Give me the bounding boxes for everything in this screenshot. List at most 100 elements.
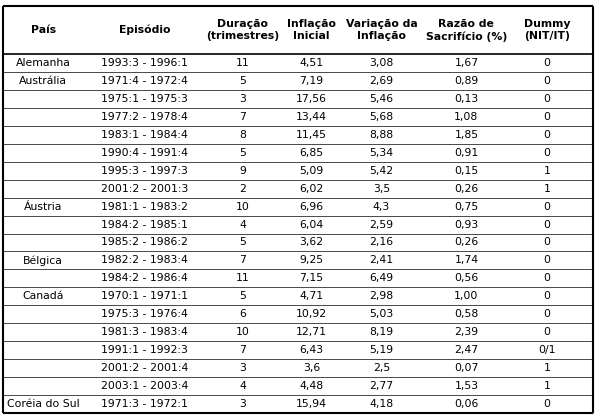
- Text: 0,15: 0,15: [454, 166, 479, 176]
- Text: 1971:3 - 1972:1: 1971:3 - 1972:1: [101, 399, 188, 409]
- Text: 0,58: 0,58: [454, 309, 479, 319]
- Text: 1,85: 1,85: [454, 130, 479, 140]
- Text: 5: 5: [240, 291, 246, 301]
- Text: 15,94: 15,94: [296, 399, 327, 409]
- Text: 1975:3 - 1976:4: 1975:3 - 1976:4: [101, 309, 188, 319]
- Text: 17,56: 17,56: [296, 94, 327, 104]
- Text: 6: 6: [240, 309, 246, 319]
- Text: 3: 3: [240, 399, 246, 409]
- Text: 12,71: 12,71: [296, 327, 327, 337]
- Text: 2,77: 2,77: [370, 381, 393, 391]
- Text: 8,88: 8,88: [370, 130, 393, 140]
- Text: 1981:3 - 1983:4: 1981:3 - 1983:4: [101, 327, 188, 337]
- Text: 2,98: 2,98: [370, 291, 393, 301]
- Text: 1,08: 1,08: [454, 112, 479, 122]
- Text: 11,45: 11,45: [296, 130, 327, 140]
- Text: 5,34: 5,34: [370, 148, 393, 158]
- Text: Inflação
Inicial: Inflação Inicial: [287, 19, 336, 41]
- Text: 0: 0: [544, 291, 550, 301]
- Text: 1,53: 1,53: [454, 381, 479, 391]
- Text: 3,08: 3,08: [370, 58, 393, 68]
- Text: 1: 1: [544, 184, 550, 193]
- Text: 8: 8: [240, 130, 246, 140]
- Text: 1,67: 1,67: [454, 58, 479, 68]
- Text: 1982:2 - 1983:4: 1982:2 - 1983:4: [101, 256, 188, 265]
- Text: 0,13: 0,13: [454, 94, 479, 104]
- Text: 2,16: 2,16: [370, 238, 393, 247]
- Text: 1993:3 - 1996:1: 1993:3 - 1996:1: [101, 58, 188, 68]
- Text: 1: 1: [544, 363, 550, 373]
- Text: 6,02: 6,02: [299, 184, 324, 193]
- Text: Austrália: Austrália: [19, 76, 67, 86]
- Text: 1975:1 - 1975:3: 1975:1 - 1975:3: [101, 94, 188, 104]
- Text: 4: 4: [240, 220, 246, 229]
- Text: 0: 0: [544, 309, 550, 319]
- Text: 2,39: 2,39: [454, 327, 479, 337]
- Text: 5: 5: [240, 76, 246, 86]
- Text: 1984:2 - 1985:1: 1984:2 - 1985:1: [101, 220, 188, 229]
- Text: 5,19: 5,19: [370, 345, 393, 355]
- Text: 0: 0: [544, 130, 550, 140]
- Text: 3,5: 3,5: [373, 184, 390, 193]
- Text: Variação da
Inflação: Variação da Inflação: [346, 19, 417, 41]
- Text: 0,07: 0,07: [454, 363, 479, 373]
- Text: 7: 7: [240, 112, 246, 122]
- Text: 0,91: 0,91: [454, 148, 479, 158]
- Text: 0: 0: [544, 327, 550, 337]
- Text: 7,15: 7,15: [299, 274, 324, 283]
- Text: 0,06: 0,06: [454, 399, 479, 409]
- Text: 13,44: 13,44: [296, 112, 327, 122]
- Text: 3,62: 3,62: [299, 238, 324, 247]
- Text: 1985:2 - 1986:2: 1985:2 - 1986:2: [101, 238, 188, 247]
- Text: 8,19: 8,19: [370, 327, 393, 337]
- Text: 1,74: 1,74: [454, 256, 479, 265]
- Text: Canadá: Canadá: [23, 291, 64, 301]
- Text: 10: 10: [236, 327, 250, 337]
- Text: 0,56: 0,56: [454, 274, 479, 283]
- Text: 4,48: 4,48: [299, 381, 324, 391]
- Text: 9: 9: [240, 166, 246, 176]
- Text: 7: 7: [240, 256, 246, 265]
- Text: 1971:4 - 1972:4: 1971:4 - 1972:4: [101, 76, 188, 86]
- Text: 3: 3: [240, 363, 246, 373]
- Text: 1,00: 1,00: [454, 291, 479, 301]
- Text: 4,3: 4,3: [373, 202, 390, 211]
- Text: 0: 0: [544, 238, 550, 247]
- Text: 0: 0: [544, 220, 550, 229]
- Text: 5,46: 5,46: [370, 94, 393, 104]
- Text: 1991:1 - 1992:3: 1991:1 - 1992:3: [101, 345, 188, 355]
- Text: 2,59: 2,59: [370, 220, 393, 229]
- Text: 0: 0: [544, 256, 550, 265]
- Text: 4: 4: [240, 381, 246, 391]
- Text: 1: 1: [544, 166, 550, 176]
- Text: 0,89: 0,89: [454, 76, 479, 86]
- Text: 10: 10: [236, 202, 250, 211]
- Text: 9,25: 9,25: [299, 256, 324, 265]
- Text: 2001:2 - 2001:3: 2001:2 - 2001:3: [101, 184, 188, 193]
- Text: 0: 0: [544, 202, 550, 211]
- Text: 0: 0: [544, 399, 550, 409]
- Text: 5: 5: [240, 148, 246, 158]
- Text: Bélgica: Bélgica: [23, 255, 63, 266]
- Text: 1: 1: [544, 381, 550, 391]
- Text: Episódio: Episódio: [119, 25, 170, 35]
- Text: 0,26: 0,26: [454, 184, 479, 193]
- Text: 4,71: 4,71: [299, 291, 324, 301]
- Text: Razão de
Sacrifício (%): Razão de Sacrifício (%): [426, 19, 507, 42]
- Text: 1981:1 - 1983:2: 1981:1 - 1983:2: [101, 202, 188, 211]
- Text: 3,6: 3,6: [303, 363, 320, 373]
- Text: 5,03: 5,03: [370, 309, 393, 319]
- Text: 0: 0: [544, 76, 550, 86]
- Text: 1995:3 - 1997:3: 1995:3 - 1997:3: [101, 166, 188, 176]
- Text: Alemanha: Alemanha: [15, 58, 71, 68]
- Text: 0,75: 0,75: [454, 202, 479, 211]
- Text: 6,49: 6,49: [370, 274, 393, 283]
- Text: Duração
(trimestres): Duração (trimestres): [206, 19, 280, 41]
- Text: 6,04: 6,04: [299, 220, 324, 229]
- Text: 5,68: 5,68: [370, 112, 393, 122]
- Text: 0: 0: [544, 94, 550, 104]
- Text: 6,96: 6,96: [299, 202, 324, 211]
- Text: 0: 0: [544, 274, 550, 283]
- Text: 0,26: 0,26: [454, 238, 479, 247]
- Text: 5,42: 5,42: [370, 166, 393, 176]
